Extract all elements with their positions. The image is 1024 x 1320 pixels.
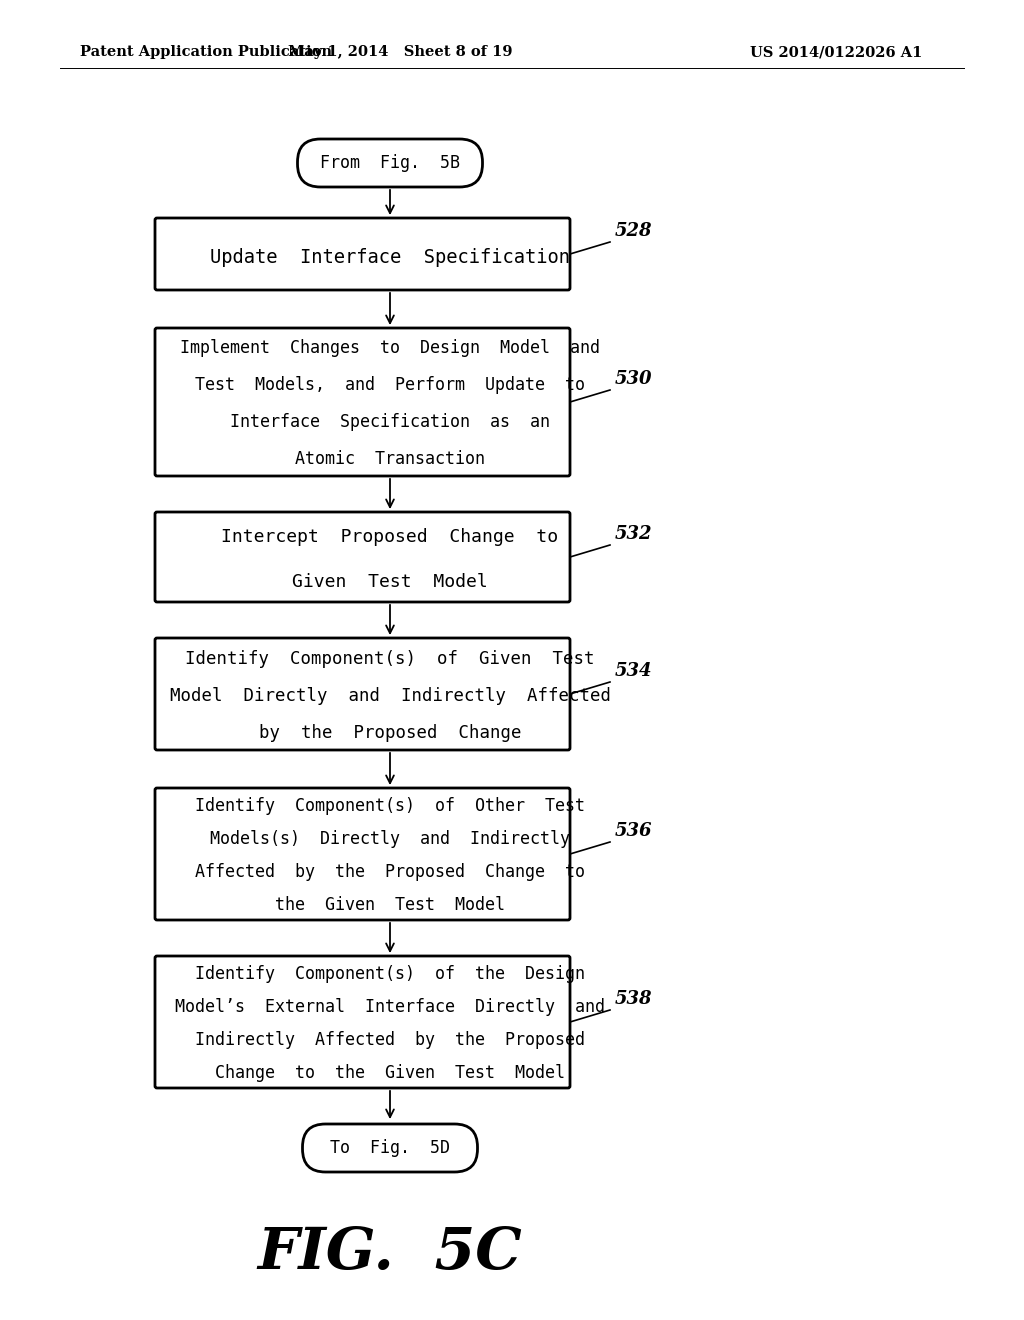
Text: Update  Interface  Specification: Update Interface Specification xyxy=(210,248,570,267)
Text: Identify  Component(s)  of  Given  Test: Identify Component(s) of Given Test xyxy=(185,649,595,668)
FancyBboxPatch shape xyxy=(155,788,570,920)
Text: Given  Test  Model: Given Test Model xyxy=(292,573,487,591)
Text: Model’s  External  Interface  Directly  and: Model’s External Interface Directly and xyxy=(175,998,605,1016)
Text: Patent Application Publication: Patent Application Publication xyxy=(80,45,332,59)
Text: Intercept  Proposed  Change  to: Intercept Proposed Change to xyxy=(221,528,558,545)
FancyBboxPatch shape xyxy=(155,638,570,750)
Text: by  the  Proposed  Change: by the Proposed Change xyxy=(259,725,521,742)
Text: Identify  Component(s)  of  the  Design: Identify Component(s) of the Design xyxy=(195,965,585,983)
Text: 538: 538 xyxy=(615,990,652,1008)
Text: Affected  by  the  Proposed  Change  to: Affected by the Proposed Change to xyxy=(195,863,585,882)
FancyBboxPatch shape xyxy=(298,139,482,187)
Text: 530: 530 xyxy=(615,370,652,388)
FancyBboxPatch shape xyxy=(302,1125,477,1172)
Text: To  Fig.  5D: To Fig. 5D xyxy=(330,1139,450,1158)
Text: Models(s)  Directly  and  Indirectly: Models(s) Directly and Indirectly xyxy=(210,830,570,849)
Text: Implement  Changes  to  Design  Model  and: Implement Changes to Design Model and xyxy=(180,339,600,358)
FancyBboxPatch shape xyxy=(155,956,570,1088)
Text: Indirectly  Affected  by  the  Proposed: Indirectly Affected by the Proposed xyxy=(195,1031,585,1049)
Text: FIG.  5C: FIG. 5C xyxy=(258,1225,522,1282)
Text: Atomic  Transaction: Atomic Transaction xyxy=(295,450,485,469)
Text: 532: 532 xyxy=(615,525,652,543)
FancyBboxPatch shape xyxy=(155,512,570,602)
Text: 536: 536 xyxy=(615,822,652,840)
Text: 528: 528 xyxy=(615,222,652,240)
FancyBboxPatch shape xyxy=(155,327,570,477)
Text: Test  Models,  and  Perform  Update  to: Test Models, and Perform Update to xyxy=(195,376,585,395)
Text: May 1, 2014   Sheet 8 of 19: May 1, 2014 Sheet 8 of 19 xyxy=(288,45,512,59)
Text: Identify  Component(s)  of  Other  Test: Identify Component(s) of Other Test xyxy=(195,797,585,816)
Text: the  Given  Test  Model: the Given Test Model xyxy=(275,896,505,915)
Text: US 2014/0122026 A1: US 2014/0122026 A1 xyxy=(750,45,923,59)
Text: 534: 534 xyxy=(615,663,652,680)
Text: Change  to  the  Given  Test  Model: Change to the Given Test Model xyxy=(215,1064,565,1082)
Text: From  Fig.  5B: From Fig. 5B xyxy=(319,154,460,172)
Text: Interface  Specification  as  an: Interface Specification as an xyxy=(230,413,550,432)
FancyBboxPatch shape xyxy=(155,218,570,290)
Text: Model  Directly  and  Indirectly  Affected: Model Directly and Indirectly Affected xyxy=(170,686,610,705)
